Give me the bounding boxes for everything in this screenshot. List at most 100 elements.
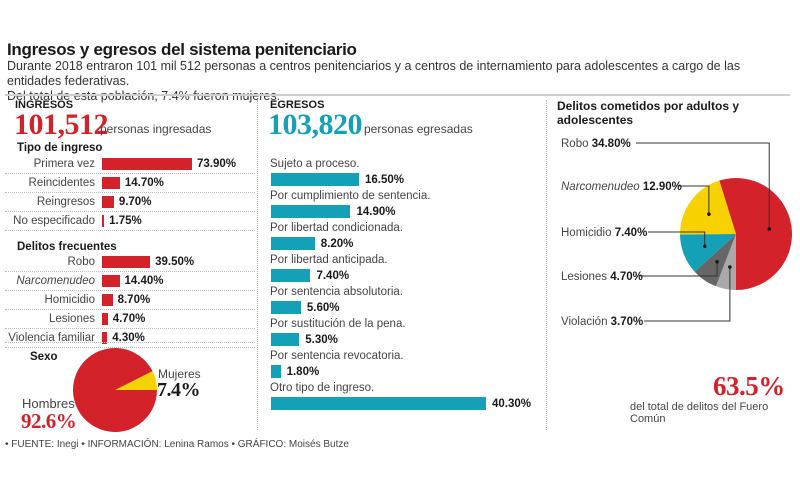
pie-leader-line <box>644 267 731 322</box>
bar <box>102 294 113 306</box>
delitos-pie-chart: Robo 34.80% Narcomenudeo 12.90% Homicidio … <box>561 138 792 328</box>
ingresos-total-label: personas ingresadas <box>100 122 212 136</box>
bar <box>102 158 192 170</box>
bar-row: Reincidentes 14.70% <box>5 174 255 193</box>
bar <box>102 332 108 344</box>
ingresos-heading: INGRESOS <box>15 99 74 111</box>
pie-label: Narcomenudeo 12.90% <box>561 181 682 193</box>
pie-slice-lesiones <box>694 234 736 287</box>
bar <box>271 173 360 186</box>
bar-value-label: 14.90% <box>356 206 396 218</box>
bar-label: Por sentencia absolutoria. <box>270 286 403 298</box>
bar <box>102 215 105 227</box>
hombres-value: 92.6% <box>21 409 77 433</box>
bar-value-label: 14.40% <box>124 275 164 287</box>
bar-label: Por sustitución de la pena. <box>270 318 406 330</box>
pie-leader-dot <box>707 212 711 216</box>
bar <box>271 365 281 378</box>
bar-label: Narcomenudeo <box>16 275 95 287</box>
bar-row: Lesiones 4.70% <box>5 310 255 329</box>
bar <box>271 205 351 218</box>
tipo-ingreso-heading: Tipo de ingreso <box>17 142 103 154</box>
mujeres-label: Mujeres <box>158 367 201 381</box>
bar-label: Otro tipo de ingreso. <box>270 382 375 394</box>
page-title: Ingresos y egresos del sistema penitenci… <box>7 40 357 59</box>
bar-label: Por cumplimiento de sentencia. <box>270 190 431 202</box>
bar-value-label: 1.80% <box>286 366 320 378</box>
pie-leader-dot <box>728 265 732 269</box>
pie-label: Robo 34.80% <box>561 138 631 150</box>
bar <box>271 237 315 250</box>
bar-value-label: 8.70% <box>117 294 151 306</box>
bar-row: Reingresos 9.70% <box>5 193 255 212</box>
bar-row: Narcomenudeo 14.40% <box>5 272 255 291</box>
hombres-label: Hombres <box>22 396 75 411</box>
bar-label: Primera vez <box>33 158 95 170</box>
pie-leader-dot <box>767 227 772 231</box>
delitos-summary-label: del total de delitos del Fuero Común <box>630 401 769 425</box>
bar-value-label: 39.50% <box>155 256 195 268</box>
bar-value-label: 73.90% <box>197 158 237 170</box>
egresos-total: 103,820 <box>268 108 363 141</box>
bar <box>102 313 108 325</box>
bar <box>271 301 301 314</box>
bar <box>271 269 311 282</box>
egresos-total-label: personas egresadas <box>364 122 473 136</box>
egresos-heading: EGRESOS <box>270 99 325 111</box>
delitos-summary-value: 63.5% <box>713 371 785 401</box>
delitos-pie-heading: Delitos cometidos por adultos y adolesce… <box>557 99 740 127</box>
pie-label: Homicidio 7.40% <box>561 227 647 239</box>
bar-label: No especificado <box>13 215 95 227</box>
bar-value-label: 9.70% <box>118 196 152 208</box>
bar-value-label: 4.70% <box>112 313 146 325</box>
bar-row: Robo 39.50% <box>5 253 255 272</box>
pie-slice-hombres <box>73 348 157 432</box>
bar <box>271 333 300 346</box>
pie-leader-dot <box>715 259 719 264</box>
pie-slice-violacion <box>715 234 736 290</box>
bar-label: Violencia familiar <box>8 332 95 344</box>
pie-slice-narcomenudeo <box>680 180 736 235</box>
subtitle-line-2: Del total de esta población, 7.4% fueron… <box>7 89 281 103</box>
pie-leader-line <box>636 142 770 229</box>
bar-value-label: 5.60% <box>306 302 340 314</box>
bar-value-label: 7.40% <box>316 270 350 282</box>
mujeres-value: 7.4% <box>157 379 201 401</box>
bar-label: Por libertad condicionada. <box>270 222 403 234</box>
column-divider-2 <box>546 100 547 430</box>
bar-label: Por sentencia revocatoria. <box>270 350 404 362</box>
pie-slice-robo <box>719 178 792 290</box>
sexo-divider <box>5 342 255 343</box>
source-credits: • FUENTE: Inegi • INFORMACIÓN: Lenina Ra… <box>5 439 349 450</box>
pie-leader-line <box>640 261 718 277</box>
bar-value-label: 14.70% <box>124 177 164 189</box>
pie-leader-dot <box>702 244 707 249</box>
pie-slice-mujeres <box>115 371 157 390</box>
bar <box>271 397 486 410</box>
page-subtitle: Durante 2018 entraron 101 mil 512 person… <box>7 59 797 104</box>
bar-value-label: 4.30% <box>112 332 145 344</box>
bar-value-label: 5.30% <box>305 334 338 346</box>
bar-value-label: 8.20% <box>320 238 354 250</box>
bar-label: Homicidio <box>44 294 96 306</box>
bar <box>102 275 120 287</box>
bar-row: Primera vez 73.90% <box>5 155 255 174</box>
sexo-pie-chart <box>73 348 157 432</box>
bar-label: Lesiones <box>48 313 95 325</box>
pie-leader-line <box>678 185 710 215</box>
bar <box>102 196 114 208</box>
bar-label: Robo <box>67 256 96 268</box>
bar-label: Reincidentes <box>28 177 95 189</box>
pie-label: Violación 3.70% <box>561 316 643 328</box>
delitos-frecuentes-heading: Delitos frecuentes <box>17 241 117 253</box>
bar <box>102 177 120 189</box>
bar-label: Sujeto a proceso. <box>270 158 360 170</box>
pie-slice-homicidio <box>680 234 736 272</box>
sexo-heading: Sexo <box>30 351 58 363</box>
column-divider-1 <box>257 100 258 430</box>
bar-value-label: 1.75% <box>109 215 142 227</box>
bar-value-label: 16.50% <box>365 174 405 186</box>
bar-label: Por libertad anticipada. <box>270 254 388 266</box>
ingresos-total: 101,512 <box>14 108 109 141</box>
bar-label: Reingresos <box>36 196 95 208</box>
